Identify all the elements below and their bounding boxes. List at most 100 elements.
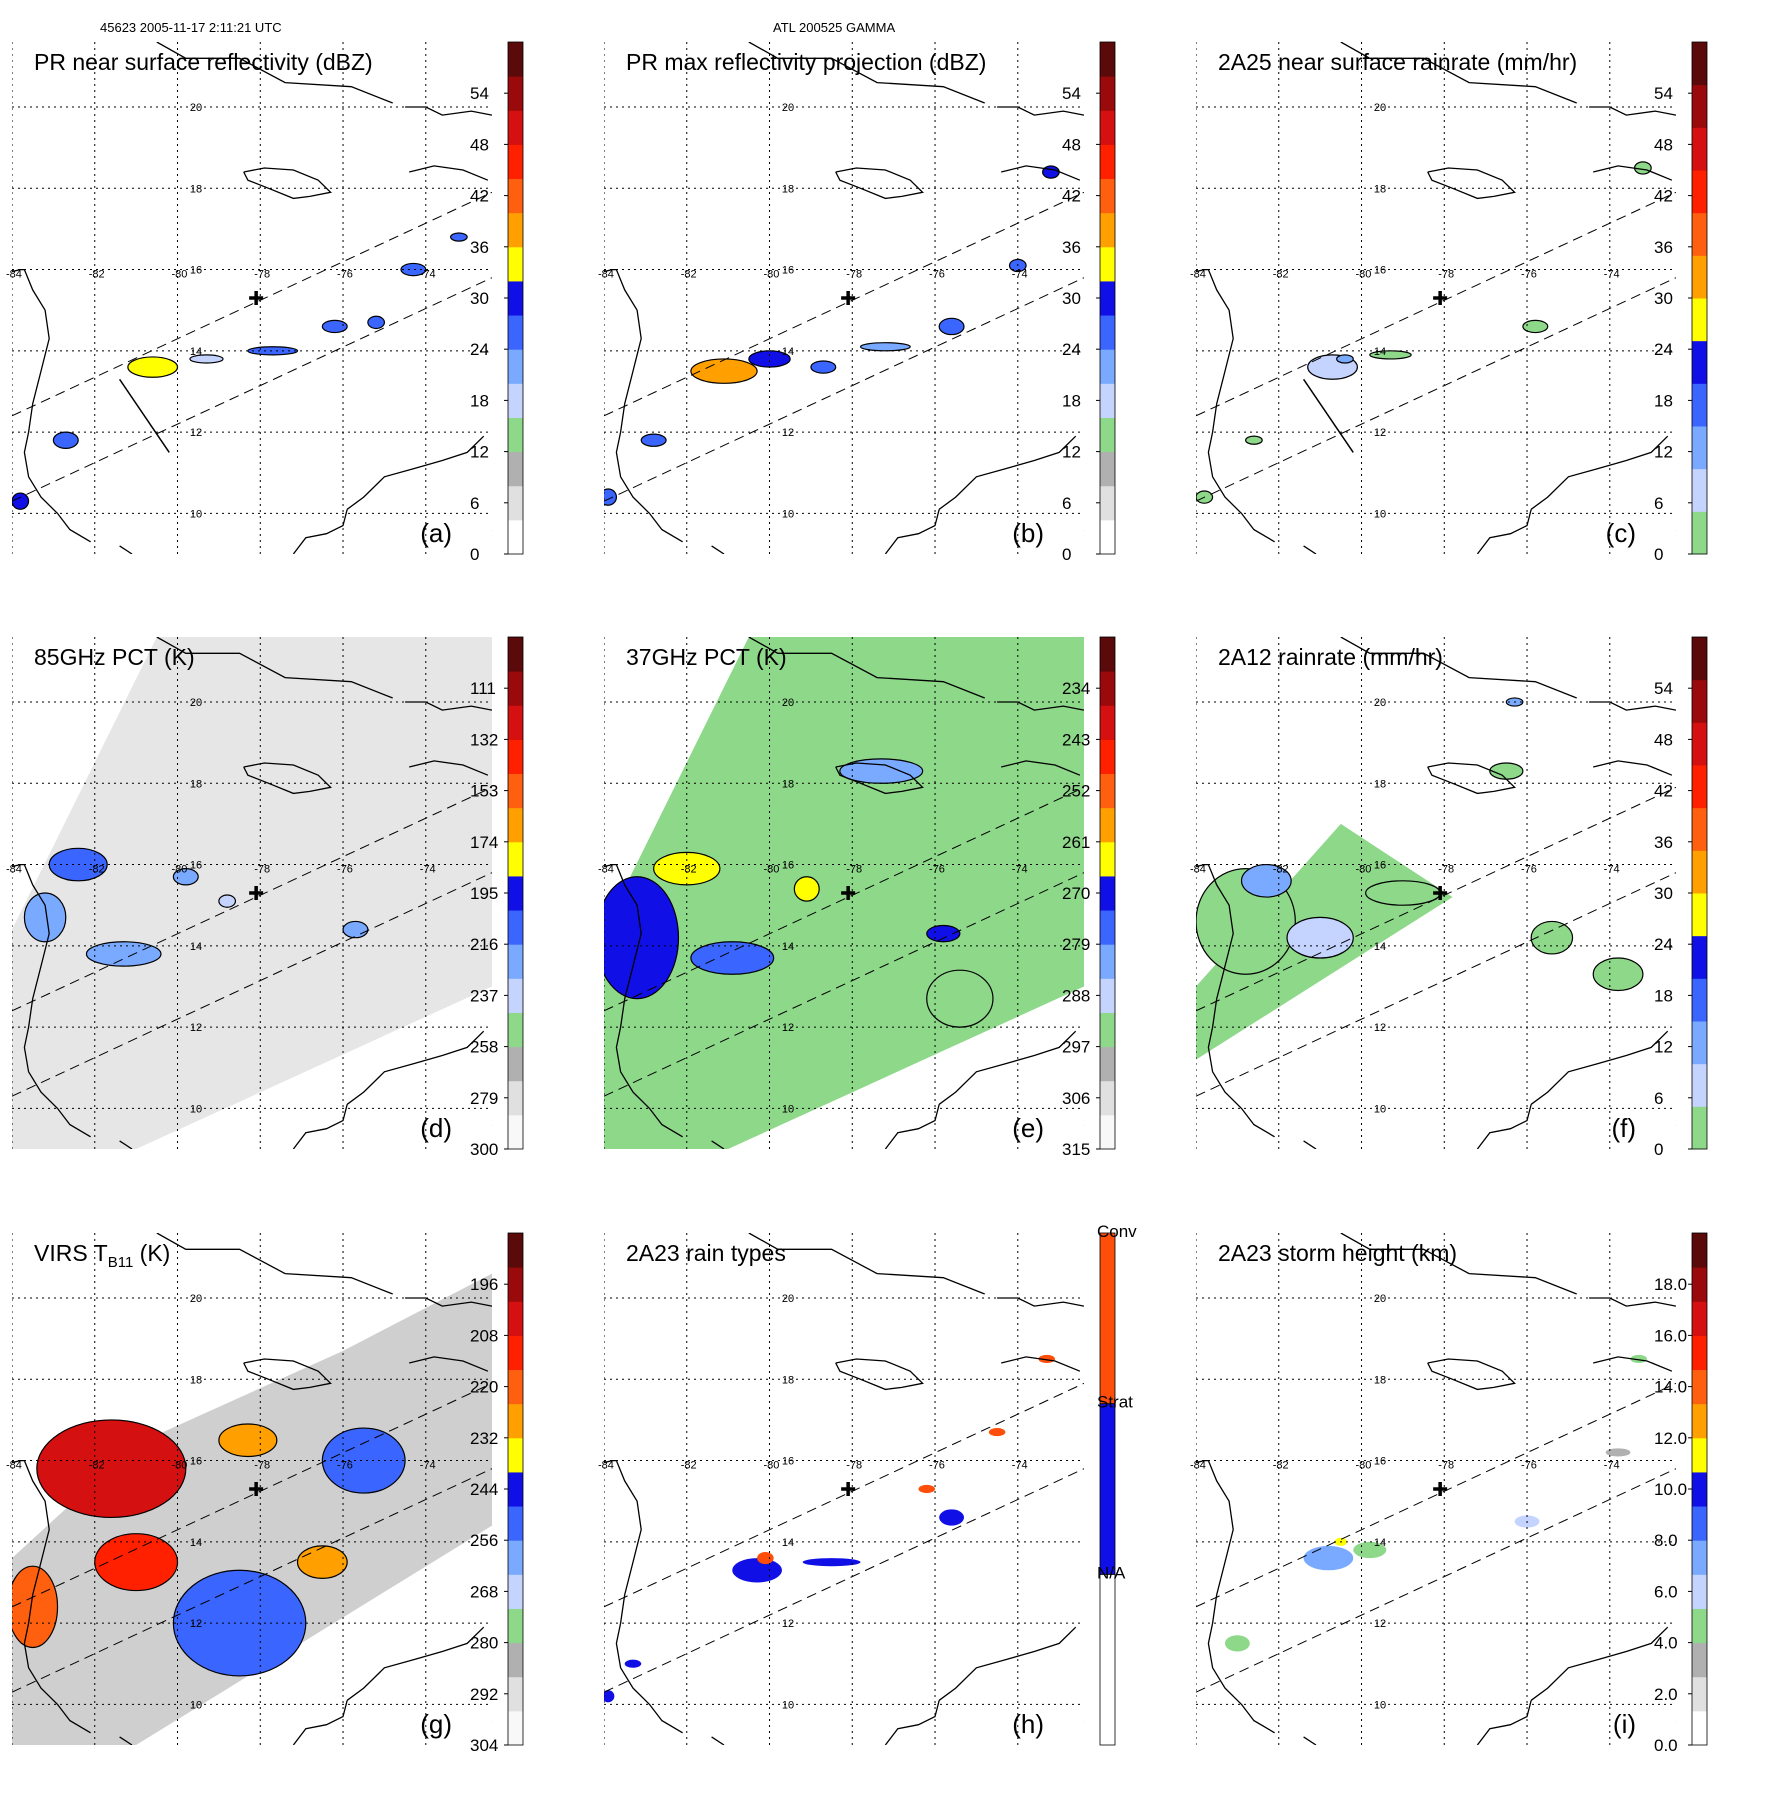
colorbar-segment	[1100, 637, 1115, 672]
colorbar-segment	[1100, 671, 1115, 706]
lon-label: -74	[1604, 864, 1620, 876]
colorbar-segment	[1692, 1574, 1707, 1609]
coastline-2	[243, 167, 332, 200]
colorbar-segment	[1692, 84, 1707, 128]
pr-swath-edge-0	[12, 191, 492, 417]
lat-label: 10	[1374, 1699, 1386, 1711]
rain-feature-3	[321, 319, 348, 334]
lat-label: 18	[782, 1374, 794, 1386]
colorbar-segment	[1692, 1335, 1707, 1371]
lat-label: 16	[1374, 265, 1386, 277]
colorbar-segment	[1692, 1063, 1707, 1107]
colorbar-segment	[1100, 519, 1115, 555]
colorbar-segment	[508, 246, 523, 282]
coastline-5	[748, 637, 985, 699]
colorbar-segment	[1100, 773, 1115, 809]
swath-field	[12, 1273, 492, 1745]
colorbar-segment	[508, 739, 523, 775]
rain-feature-6	[1489, 762, 1524, 780]
coastline-7	[1476, 1700, 1532, 1745]
panel-letter: (g)	[420, 1709, 452, 1739]
coastline-3	[1593, 1356, 1673, 1372]
lat-label: 12	[1374, 1618, 1386, 1630]
lon-label: -76	[929, 864, 945, 876]
rain-feature-0	[1303, 1545, 1354, 1571]
pr-swath-edge-1	[604, 277, 1084, 502]
panel-letter: (f)	[1611, 1113, 1636, 1143]
colorbar: 0 6 12 18 24 30 36 42 48 54	[1654, 41, 1708, 564]
colorbar-segment	[508, 417, 523, 453]
lat-label: 14	[190, 941, 202, 953]
colorbar-segment	[1692, 468, 1707, 512]
map-svg: -84 -82 -80 -78 -76 -74 20 18 16 14 12 10 37GHz PCT …	[598, 636, 1116, 1159]
lon-label: -84	[6, 864, 22, 876]
lat-label: 10	[1374, 1103, 1386, 1115]
panel-letter: (i)	[1613, 1709, 1636, 1739]
rain-feature-1	[757, 1551, 774, 1565]
rain-feature-7	[640, 433, 667, 447]
colorbar-segment	[1692, 807, 1707, 851]
coastline-5	[748, 1233, 985, 1295]
colorbar-tick-label: 195	[470, 884, 498, 903]
lon-label: -84	[1190, 864, 1206, 876]
colorbar-tick-label: 36	[470, 238, 489, 257]
rain-feature-0	[732, 1558, 782, 1583]
colorbar-segment	[508, 280, 523, 316]
coastline-6	[1530, 1626, 1669, 1701]
colorbar-segment	[508, 875, 523, 911]
lon-label: -82	[1273, 864, 1289, 876]
colorbar-tick-label: 0	[1062, 545, 1071, 564]
lat-label: 20	[782, 1293, 794, 1305]
colorbar-segment	[508, 1642, 523, 1678]
colorbar-segment	[508, 451, 523, 487]
colorbar-segment	[1692, 1403, 1707, 1439]
colorbar-segment	[508, 1267, 523, 1302]
colorbar-segment	[1100, 944, 1115, 979]
colorbar-segment	[1100, 110, 1115, 145]
colorbar-segment	[1692, 1506, 1707, 1541]
lon-label: -76	[929, 269, 945, 281]
lat-label: 16	[782, 860, 794, 872]
colorbar-segment	[508, 1080, 523, 1116]
colorbar-segment	[508, 1012, 523, 1048]
colorbar-segment	[1692, 1437, 1707, 1473]
coastline-7	[884, 509, 940, 554]
pr-swath-edge-1	[1196, 1468, 1676, 1693]
coastline-6	[938, 435, 1077, 510]
colorbar-tick-label: 243	[1062, 730, 1090, 749]
coastline-3	[1593, 165, 1673, 181]
coastline-9	[119, 545, 133, 554]
colorbar-segment	[1692, 1676, 1707, 1712]
colorbar-tick-label: 0	[1654, 1140, 1663, 1159]
coastline-0	[23, 269, 91, 543]
colorbar-segment	[1692, 1540, 1707, 1575]
rain-feature-6	[1042, 165, 1060, 179]
colorbar-tick-label: 30	[1062, 289, 1081, 308]
colorbar-tick-label: 12	[1654, 443, 1673, 462]
lon-label: -82	[89, 1460, 105, 1472]
colorbar-tick-label: 16.0	[1654, 1326, 1687, 1345]
coastline-9	[1303, 1140, 1317, 1149]
panel-title: PR near surface reflectivity (dBZ)	[34, 49, 373, 75]
colorbar-segment	[1100, 485, 1115, 521]
pr-swath-edge-0	[1196, 1382, 1676, 1608]
panel-a: -84 -82 -80 -78 -76 -74 20 18 16 14 12 10 PR near su…	[6, 41, 592, 602]
rain-feature-4	[918, 1484, 936, 1494]
colorbar-segment	[1100, 383, 1115, 418]
colorbar-tick-label: 256	[470, 1531, 498, 1550]
pr-swath-edge-0	[12, 1382, 492, 1608]
colorbar-segment	[1692, 1642, 1707, 1678]
map-svg: -84 -82 -80 -78 -76 -74 20 18 16 14 12 10 2A23 rain …	[598, 1222, 1137, 1746]
pr-swath-edge-1	[604, 1468, 1084, 1693]
colorbar-tick-label: Strat	[1097, 1393, 1133, 1412]
rain-feature-0	[127, 356, 179, 378]
coastline-5	[1340, 637, 1577, 699]
map-svg: -84 -82 -80 -78 -76 -74 20 18 16 14 12 10 2A12 rainr…	[1190, 636, 1708, 1159]
panel-title: 2A12 rainrate (mm/hr)	[1218, 644, 1443, 670]
lon-label: -80	[764, 1460, 780, 1472]
map-svg: -84 -82 -80 -78 -76 -74 20 18 16 14 12 10 85GHz PCT …	[6, 636, 524, 1159]
storm-center-icon	[1433, 886, 1448, 900]
rain-feature-1	[23, 892, 67, 943]
colorbar-segment	[1692, 212, 1707, 256]
lat-label: 20	[190, 102, 202, 114]
